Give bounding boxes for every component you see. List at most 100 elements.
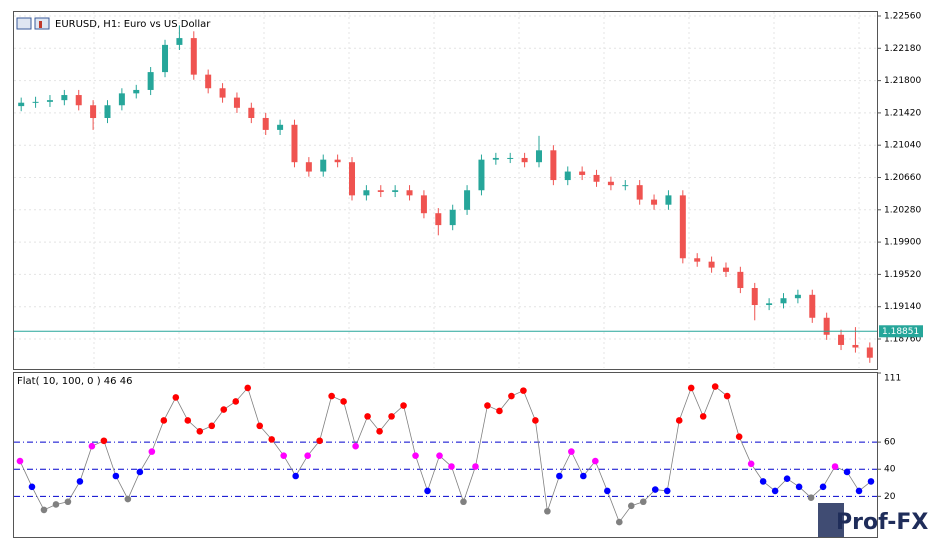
indicator-dot [855,487,863,495]
candle-body [564,171,571,181]
candle-body [478,159,485,191]
indicator-dot [508,392,515,400]
indicator-dot [184,417,192,424]
candle-body [579,171,586,175]
y-tick-label: 1.18760 [884,335,921,345]
indicator-dot [244,384,252,392]
indicator-dot [124,495,132,503]
indicator-dot [819,483,827,491]
indicator-dot [436,452,443,459]
indicator-dot [795,483,803,491]
y-tick-label: 1.21040 [884,141,921,151]
indicator-dot [220,406,228,413]
candle-body [521,157,528,163]
chart-title: EURUSD, H1: Euro vs US Dollar [55,19,211,30]
candle-body [377,190,384,192]
candle-body [636,185,643,200]
indicator-dot [604,487,611,495]
candle-body [363,190,370,196]
candle-body [852,344,859,348]
candle-body [133,89,140,94]
y-tick-label: 60 [884,438,896,448]
indicator-dot [771,487,779,495]
candle-body [176,38,183,45]
main-frame [13,11,878,370]
candle-body [780,298,787,304]
indicator-dot [136,468,144,476]
current-price-box [879,325,923,338]
indicator-dot [831,463,839,470]
candle-body [694,258,701,262]
indicator-dot [448,463,455,470]
candle-body [794,294,801,299]
icon[interactable] [16,17,32,30]
indicator-dot [400,402,407,409]
indicator-dot [807,494,815,501]
indicator-dot [304,452,311,459]
indicator-dot [556,472,563,480]
indicator-dot [472,463,479,470]
indicator-dot [747,460,755,468]
indicator-title: Flat( 10, 100, 0 ) 46 46 [17,376,132,387]
indicator-dot [460,498,467,506]
candle-body [823,317,830,335]
candle-body [550,150,557,181]
indicator-dot [520,387,527,394]
candle-body [651,199,658,205]
candle-body [449,209,456,226]
indicator-line [19,385,872,523]
y-tick-label: 1.19520 [884,270,921,280]
candle-body [291,124,298,163]
indicator-dot [16,457,24,465]
candle-body [593,174,600,182]
candle-body [90,105,97,119]
indicator-dot [687,384,695,392]
candle-body [492,157,499,160]
candle-body [104,105,111,119]
indicator-dot [580,472,587,480]
indicator-dot [160,417,168,424]
candle-body [162,44,169,73]
indicator-frame [13,372,878,538]
candle-body [219,88,226,98]
indicator-dot [196,427,204,435]
indicator-dot [232,398,240,405]
candle-body [435,213,442,226]
candle-body [248,107,255,119]
watermark: Prof-FX [836,510,928,535]
candle-body [838,334,845,345]
indicator-dot [316,437,323,445]
icon-detail [39,21,42,28]
y-tick-label: 1.20660 [884,173,921,183]
indicator-dot [388,413,395,420]
indicator-dot [172,394,180,401]
indicator-dot [40,506,48,514]
indicator-dot [723,392,731,400]
candle-body [262,118,269,130]
indicator-dot [759,478,767,485]
indicator-dot [711,383,719,390]
indicator-dot [783,475,791,483]
candle-body [320,159,327,172]
candle-body [406,190,413,196]
y-tick-label: 1.20280 [884,205,921,215]
candle-body [665,195,672,205]
candle-body [75,95,82,106]
candle-body [392,190,399,192]
candle-body [722,267,729,272]
candle-body [277,124,284,130]
candle-body [118,93,125,106]
candle-body [32,101,39,103]
indicator-dot [675,417,683,424]
indicator-dot [592,457,599,465]
candle-body [607,181,614,186]
indicator-dot [735,433,743,441]
indicator-dot [28,483,36,491]
candle-body [18,102,25,107]
indicator-dot [256,422,264,430]
y-tick-label: 1.21800 [884,76,921,86]
watermark-logo: Prof-FX [818,503,928,537]
candle-body [679,195,686,259]
candle-body [190,38,197,75]
candle-body [766,303,773,306]
